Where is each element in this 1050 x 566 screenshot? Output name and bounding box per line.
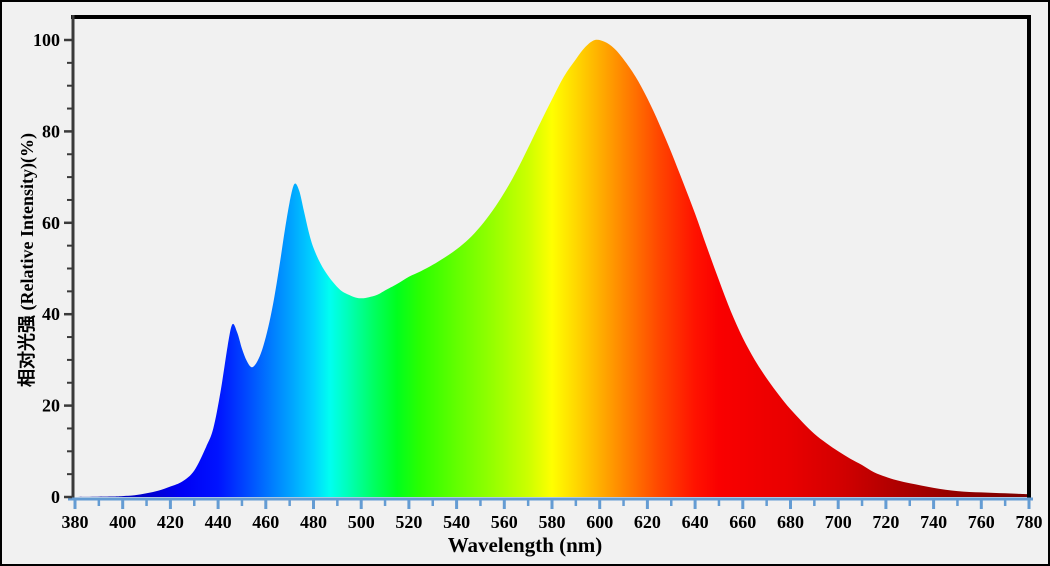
ticks-layer (64, 38, 1031, 509)
x-tick-label: 400 (109, 512, 136, 532)
axes-layer (68, 15, 1033, 501)
x-axis-title: Wavelength (nm) (447, 533, 603, 557)
y-tick-label: 100 (33, 30, 60, 50)
x-tick-label: 520 (395, 512, 422, 532)
y-tick-label: 60 (42, 213, 60, 233)
y-tick-label: 0 (51, 487, 60, 507)
x-tick-label: 480 (300, 512, 327, 532)
y-axis-title: 相对光强 (Relative Intensity)(%) (17, 133, 37, 387)
spectrum-area (75, 39, 1029, 497)
x-tick-label: 780 (1016, 512, 1043, 532)
x-tick-label: 540 (443, 512, 470, 532)
x-tick-label: 560 (491, 512, 518, 532)
y-tick-label: 40 (42, 304, 60, 324)
y-tick-label: 20 (42, 396, 60, 416)
tick-labels-layer: 380 400 420 440 460 480 500 520 540 560 580 600 620 6… (33, 30, 1043, 532)
x-tick-label: 580 (539, 512, 566, 532)
x-tick-label: 680 (777, 512, 804, 532)
x-tick-label: 600 (586, 512, 613, 532)
x-tick-label: 760 (968, 512, 995, 532)
x-tick-label: 700 (825, 512, 852, 532)
x-tick-label: 500 (348, 512, 375, 532)
x-tick-label: 640 (682, 512, 709, 532)
x-tick-label: 740 (920, 512, 947, 532)
y-tick-label: 80 (42, 121, 60, 141)
x-tick-label: 620 (634, 512, 661, 532)
x-tick-label: 460 (252, 512, 279, 532)
x-tick-label: 720 (872, 512, 899, 532)
x-tick-label: 440 (205, 512, 232, 532)
x-tick-label: 660 (729, 512, 756, 532)
spectrum-area-layer (75, 39, 1029, 497)
x-tick-label: 380 (62, 512, 89, 532)
x-tick-label: 420 (157, 512, 184, 532)
